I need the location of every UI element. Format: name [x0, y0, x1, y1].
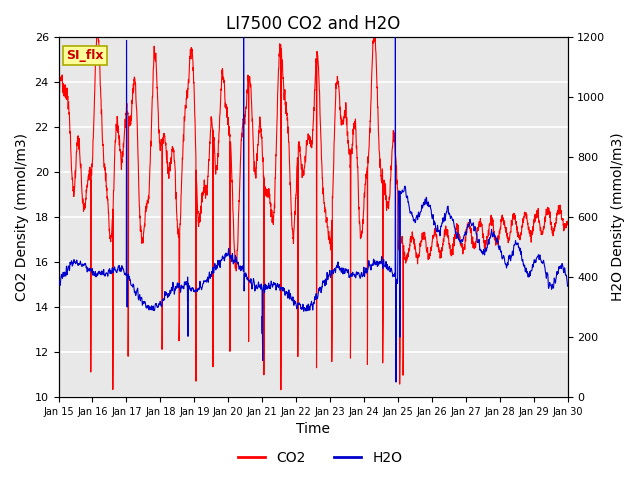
Text: SI_flx: SI_flx [66, 49, 104, 62]
Y-axis label: H2O Density (mmol/m3): H2O Density (mmol/m3) [611, 133, 625, 301]
Y-axis label: CO2 Density (mmol/m3): CO2 Density (mmol/m3) [15, 133, 29, 301]
X-axis label: Time: Time [296, 422, 330, 436]
Legend: CO2, H2O: CO2, H2O [232, 445, 408, 471]
Title: LI7500 CO2 and H2O: LI7500 CO2 and H2O [226, 15, 400, 33]
